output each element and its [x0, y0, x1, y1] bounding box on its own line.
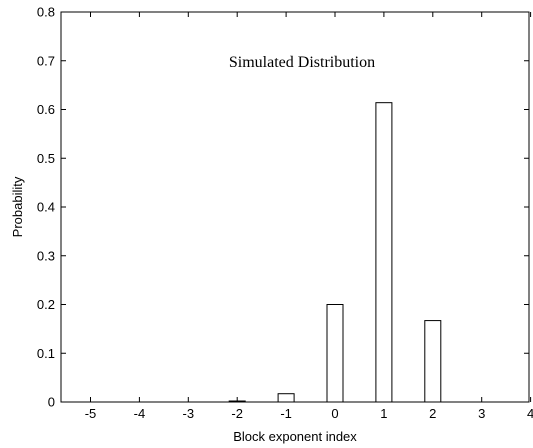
bars [228, 102, 442, 403]
y-tick-label: 0.8 [37, 5, 55, 20]
y-tick-label: 0.7 [37, 53, 55, 68]
y-tick-label: 0.6 [37, 102, 55, 117]
x-axis-label: Block exponent index [233, 429, 357, 444]
x-tick-label: -2 [231, 406, 243, 421]
x-tick-label: -3 [183, 406, 195, 421]
bar--1 [277, 393, 295, 403]
x-tick-label: -5 [85, 406, 97, 421]
bar-2 [424, 320, 442, 403]
x-tick-label: -1 [280, 406, 292, 421]
y-tick-label: 0 [48, 395, 55, 410]
x-tick-label: 1 [380, 406, 387, 421]
y-axis: 0 0.1 0.2 0.3 0.4 0.5 0.6 0.7 0.8 [37, 5, 529, 410]
bar--2 [228, 400, 246, 403]
x-axis: -5-4-3-2-1012345 [85, 12, 533, 421]
x-tick-label: 2 [429, 406, 436, 421]
y-tick-label: 0.3 [37, 248, 55, 263]
bar-0 [326, 304, 344, 403]
plot-area [60, 11, 530, 403]
x-tick-label: -4 [134, 406, 146, 421]
y-tick-label: 0.5 [37, 151, 55, 166]
y-tick-label: 0.4 [37, 200, 55, 215]
x-tick-label: 4 [527, 406, 533, 421]
x-tick-label: 3 [478, 406, 485, 421]
bar-1 [375, 102, 393, 403]
chart-title: Simulated Distribution [229, 54, 375, 71]
y-tick-label: 0.1 [37, 346, 55, 361]
x-tick-label: 0 [331, 406, 338, 421]
y-axis-label: Probability [10, 176, 25, 237]
y-tick-label: 0.2 [37, 297, 55, 312]
